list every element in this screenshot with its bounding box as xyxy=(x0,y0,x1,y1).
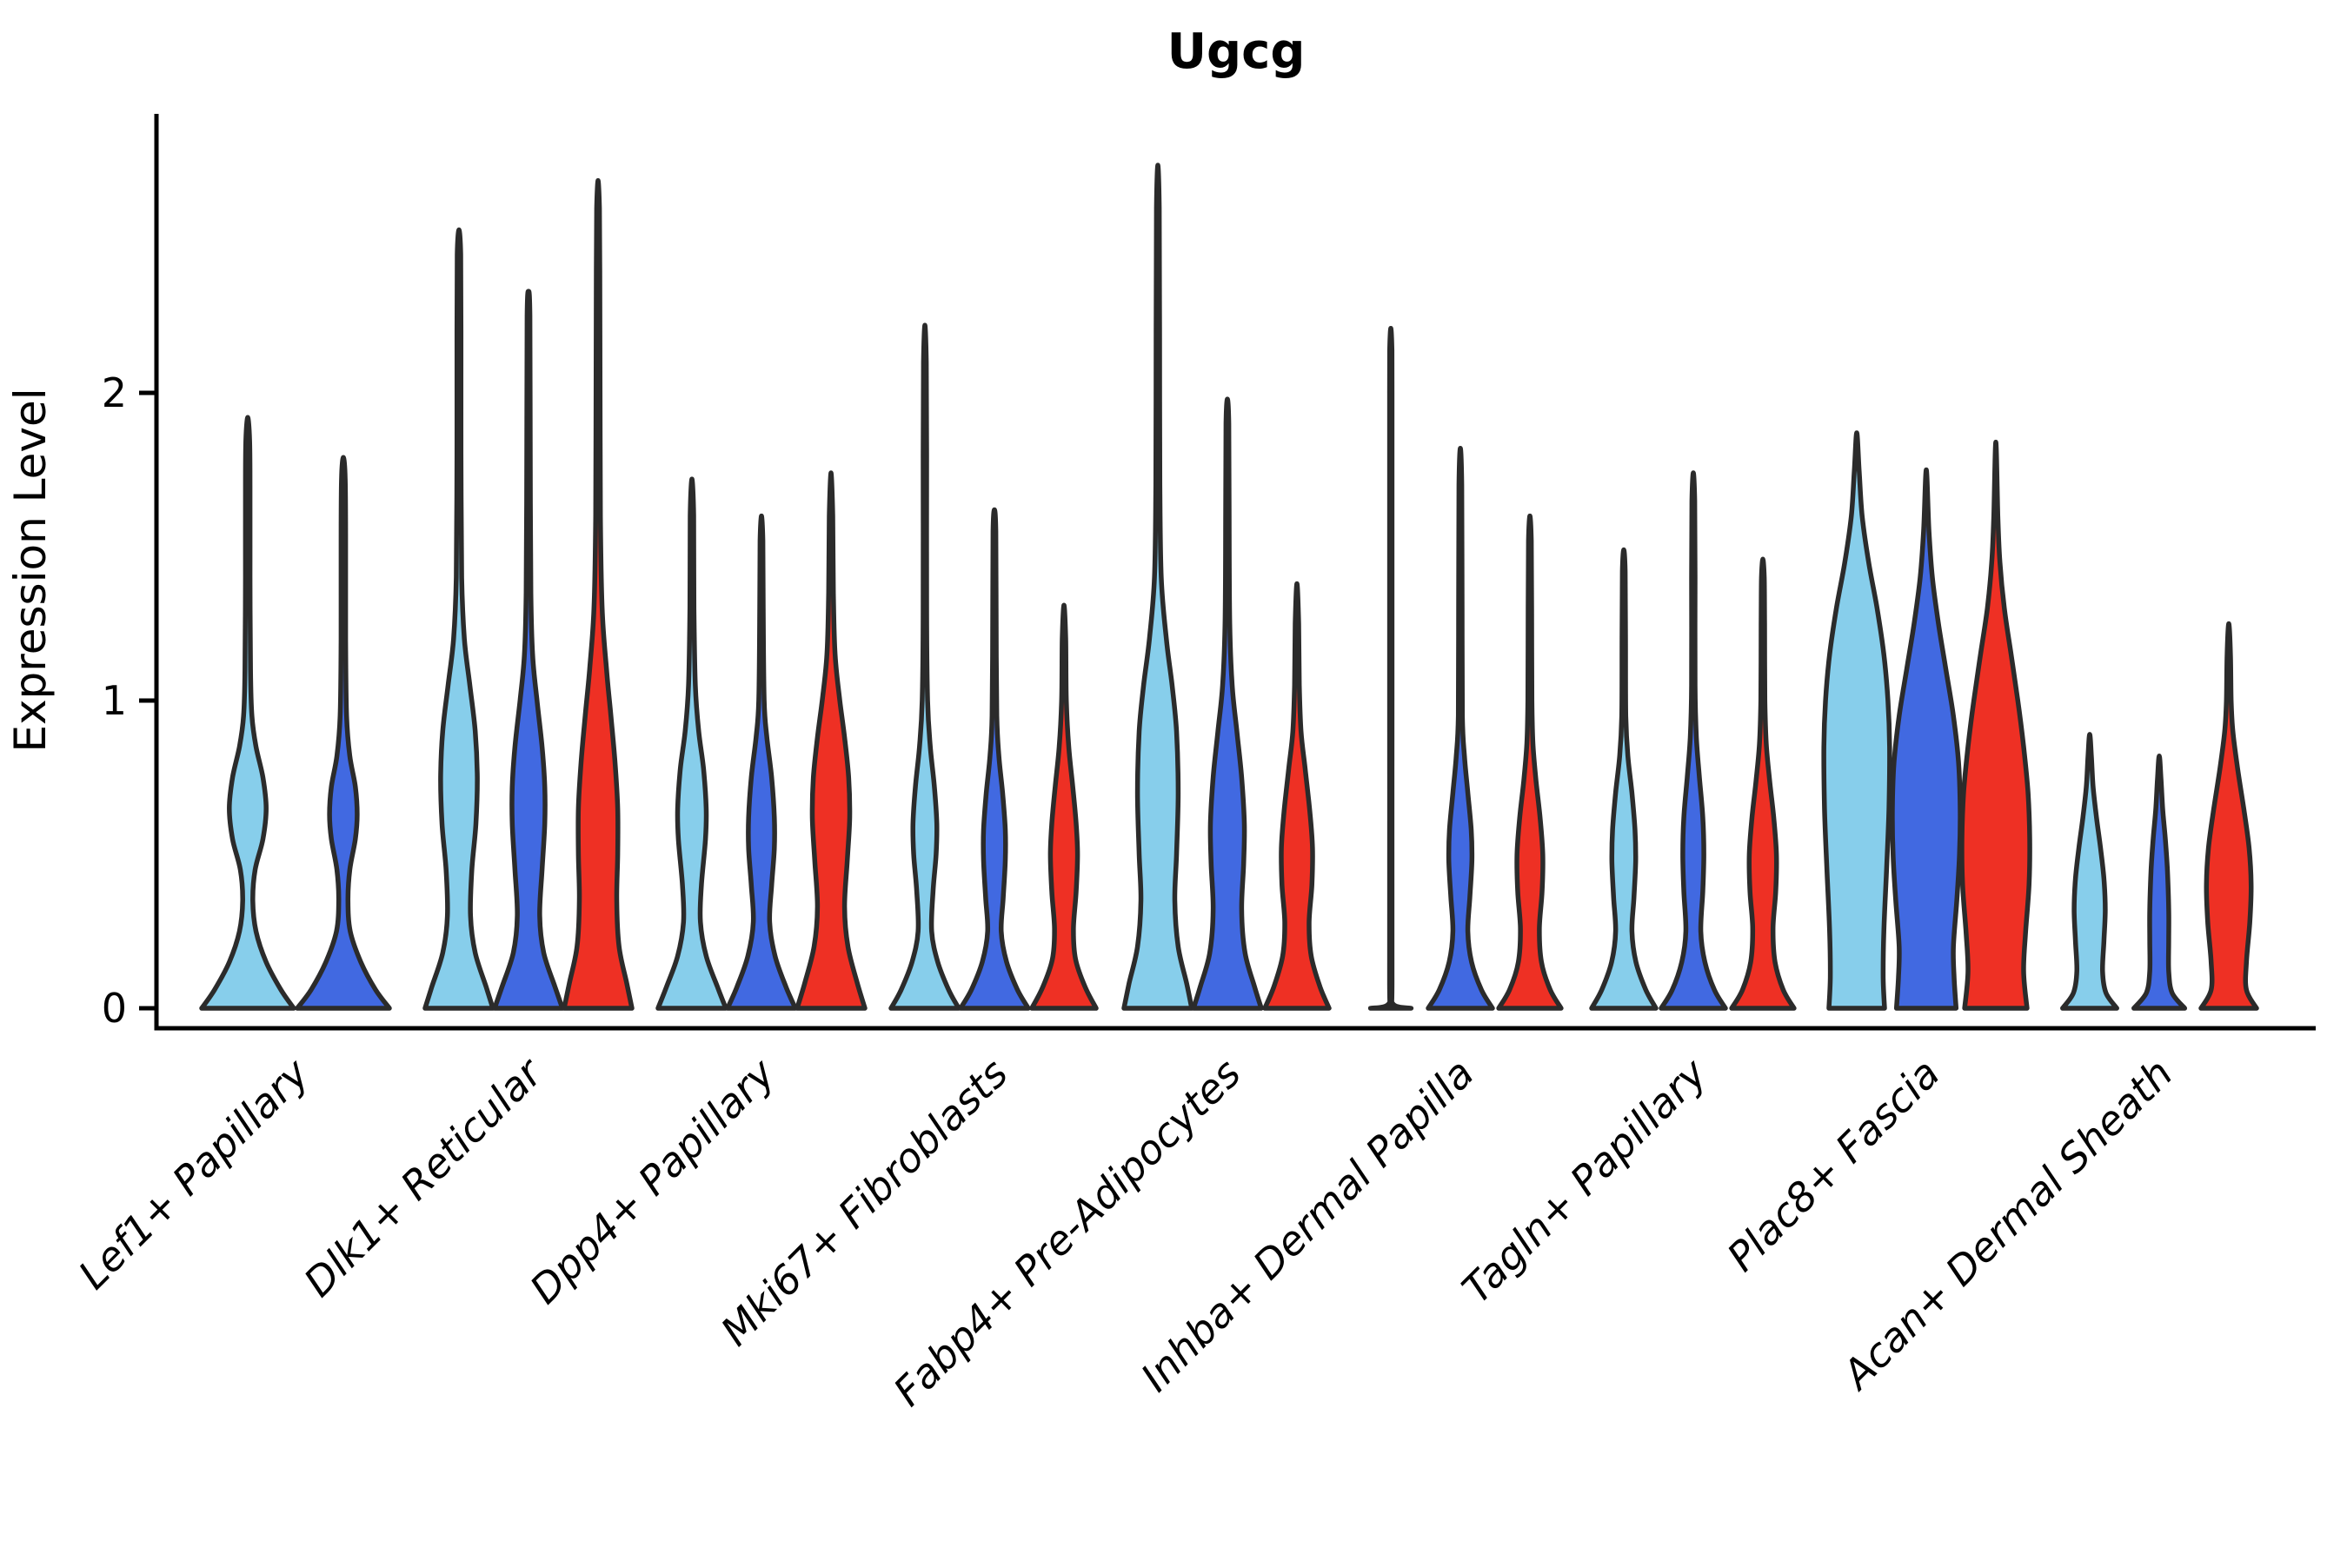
violin-tagln-papillary-red xyxy=(1729,556,1797,1011)
violin-acan-dermal-sheath-red xyxy=(2198,621,2259,1011)
violin-dpp4-papillary-royal-blue xyxy=(725,513,798,1011)
x-tick-label-dpp4-papillary: Dpp4+ Papillary xyxy=(521,1049,784,1312)
violin-inhba-dermal-papilla-light-blue xyxy=(1367,325,1414,1011)
violin-tagln-papillary-royal-blue xyxy=(1659,470,1728,1011)
x-tick-label-dlk1-reticular: Dlk1+ Reticular xyxy=(295,1047,553,1306)
violin-fabp4-pre-adipocytes-royal-blue xyxy=(1191,396,1264,1011)
violin-inhba-dermal-papilla-royal-blue xyxy=(1426,445,1495,1011)
violin-tagln-papillary-light-blue xyxy=(1589,547,1659,1011)
violin-acan-dermal-sheath-royal-blue xyxy=(2131,753,2188,1011)
violin-fabp4-pre-adipocytes-red xyxy=(1262,581,1332,1011)
y-axis-label: Expression Level xyxy=(5,388,56,752)
violin-lef1-papillary-light-blue xyxy=(199,415,296,1011)
violin-mki67-fibroblasts-royal-blue xyxy=(958,507,1031,1011)
y-tick-label: 2 xyxy=(102,369,127,416)
violin-mki67-fibroblasts-light-blue xyxy=(888,322,961,1011)
violin-dpp4-papillary-red xyxy=(795,470,868,1011)
violin-dlk1-reticular-royal-blue xyxy=(492,289,565,1011)
violin-plac8-fascia-royal-blue xyxy=(1890,467,1963,1011)
violins-layer xyxy=(199,163,2259,1011)
violin-mki67-fibroblasts-red xyxy=(1029,602,1099,1011)
y-tick-label: 0 xyxy=(102,985,127,1032)
violin-dlk1-reticular-light-blue xyxy=(422,227,495,1011)
axes-layer: 0 1 2 xyxy=(102,114,2316,1032)
violin-dpp4-papillary-light-blue xyxy=(655,476,728,1011)
chart-title: Ugcg xyxy=(1167,23,1306,80)
violin-acan-dermal-sheath-light-blue xyxy=(2060,732,2119,1011)
violin-plac8-fascia-red xyxy=(1959,439,2032,1011)
violin-fabp4-pre-adipocytes-light-blue xyxy=(1121,163,1194,1011)
x-tick-label-lef1-papillary: Lef1+ Papillary xyxy=(70,1049,318,1298)
violin-inhba-dermal-papilla-red xyxy=(1496,513,1564,1011)
violin-dlk1-reticular-red xyxy=(562,177,635,1011)
violin-plac8-fascia-light-blue xyxy=(1821,430,1892,1011)
y-tick-label: 1 xyxy=(102,677,127,724)
x-tick-label-plac8-fascia: Plac8+ Fascia xyxy=(1718,1050,1948,1280)
violin-lef1-papillary-royal-blue xyxy=(295,455,392,1011)
x-tick-label-tagln-papillary: Tagln+ Papillary xyxy=(1453,1049,1716,1312)
